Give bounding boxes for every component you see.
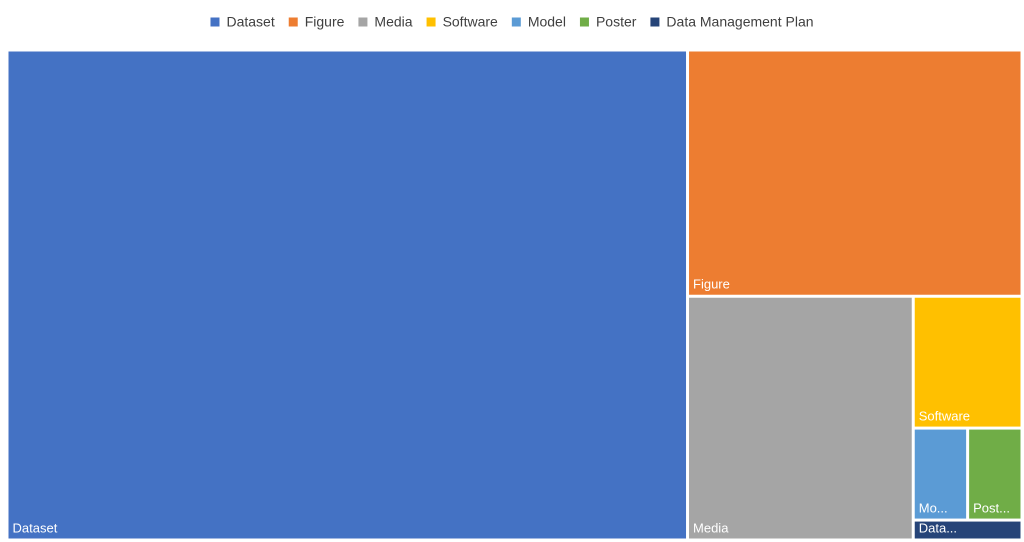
tile-rect-poster bbox=[969, 429, 1021, 519]
legend-label-model: Model bbox=[528, 14, 566, 30]
tile-figure: Figure bbox=[689, 51, 1021, 295]
tile-label-dataset: Dataset bbox=[13, 521, 58, 536]
tile-software: Software bbox=[914, 297, 1021, 427]
legend-item-model: Model bbox=[511, 14, 566, 30]
legend-label-data-management-plan: Data Management Plan bbox=[666, 14, 813, 30]
legend: Dataset Figure Media Software Model Poster Dat… bbox=[210, 14, 814, 30]
legend-swatch-software bbox=[426, 17, 436, 27]
tile-rect-dataset bbox=[8, 51, 687, 539]
tile-label-model: Mo... bbox=[919, 501, 948, 516]
treemap-area: Dataset Figure Media Software Mo... Post... Da… bbox=[8, 51, 1021, 539]
legend-swatch-model bbox=[511, 17, 521, 27]
tile-rect-model bbox=[914, 429, 967, 519]
legend-label-media: Media bbox=[374, 14, 412, 30]
legend-label-poster: Poster bbox=[596, 14, 637, 30]
legend-item-figure: Figure bbox=[288, 14, 345, 30]
legend-swatch-dataset bbox=[210, 17, 220, 27]
legend-label-figure: Figure bbox=[305, 14, 345, 30]
tile-label-software: Software bbox=[919, 409, 970, 424]
tile-label-media: Media bbox=[693, 521, 729, 536]
tile-label-poster: Post... bbox=[973, 501, 1010, 516]
tile-data-management-plan: Data... bbox=[914, 521, 1021, 539]
tile-dataset: Dataset bbox=[8, 51, 687, 539]
tile-poster: Post... bbox=[969, 429, 1021, 519]
legend-swatch-data-management-plan bbox=[650, 17, 660, 27]
tile-rect-software bbox=[914, 297, 1021, 427]
legend-swatch-figure bbox=[288, 17, 298, 27]
legend-item-software: Software bbox=[426, 14, 498, 30]
legend-item-media: Media bbox=[358, 14, 413, 30]
tile-rect-media bbox=[689, 297, 912, 539]
legend-item-poster: Poster bbox=[579, 14, 637, 30]
legend-item-dataset: Dataset bbox=[210, 14, 275, 30]
tile-label-figure: Figure bbox=[693, 277, 730, 292]
tile-label-data-management-plan: Data... bbox=[919, 521, 957, 536]
legend-label-dataset: Dataset bbox=[226, 14, 274, 30]
legend-swatch-media bbox=[358, 17, 368, 27]
legend-swatch-poster bbox=[579, 17, 589, 27]
legend-item-data-management-plan: Data Management Plan bbox=[650, 14, 814, 30]
tile-rect-figure bbox=[689, 51, 1021, 295]
legend-label-software: Software bbox=[443, 14, 498, 30]
tile-media: Media bbox=[689, 297, 912, 539]
tile-model: Mo... bbox=[914, 429, 967, 519]
tile-rect-data-management-plan bbox=[914, 521, 1021, 539]
